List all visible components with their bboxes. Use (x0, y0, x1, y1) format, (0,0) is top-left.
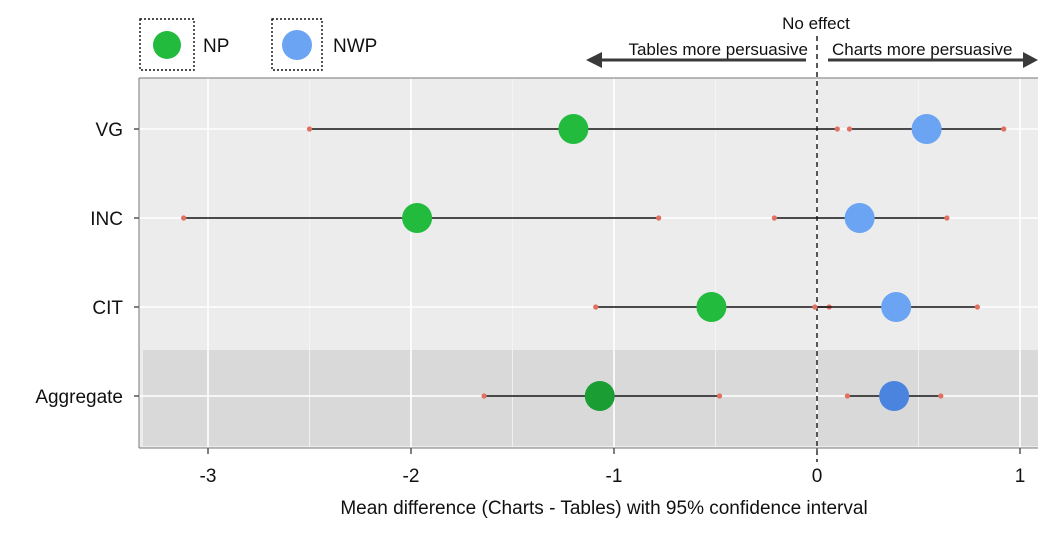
ci-low-point-np-cit (593, 304, 599, 310)
no-effect-label: No effect (782, 14, 850, 33)
y-axis: VG INC CIT Aggregate (35, 77, 1038, 448)
ci-low-point-np-aggregate (481, 393, 487, 399)
ci-high-point-nwp-vg (1001, 126, 1007, 132)
legend-label-nwp: NWP (333, 36, 377, 57)
ci-high-point-np-aggregate (716, 393, 723, 399)
x-tick-label: 0 (812, 466, 823, 487)
tables-more-persuasive-label: Tables more persuasive (628, 40, 808, 59)
mean-point-nwp-cit (881, 292, 912, 322)
mean-point-np-vg (558, 114, 589, 144)
mean-point-nwp-vg (911, 114, 942, 144)
ci-low-point-nwp-inc (771, 215, 777, 221)
mean-point-np-inc (402, 203, 433, 233)
data-marks (181, 114, 1007, 411)
charts-more-persuasive-label: Charts more persuasive (832, 40, 1012, 59)
x-tick-label: -3 (200, 466, 217, 487)
ci-low-point-np-vg (306, 126, 313, 132)
y-tick-label: INC (90, 209, 123, 230)
ci-high-point-nwp-aggregate (938, 393, 944, 399)
ci-high-point-nwp-cit (974, 304, 980, 310)
ci-low-point-nwp-vg (846, 126, 853, 132)
y-tick-label: VG (96, 120, 123, 141)
legend-label-np: NP (203, 36, 229, 57)
ci-high-point-nwp-inc (944, 215, 950, 221)
mean-point-np-cit (696, 292, 727, 322)
y-tick-label: Aggregate (35, 387, 123, 408)
x-tick-label: -1 (606, 466, 623, 487)
mean-point-np-aggregate (584, 381, 615, 411)
x-axis: -3 -2 -1 0 1 (139, 447, 1038, 487)
legend: NP NWP (139, 18, 377, 71)
ci-high-point-np-inc (656, 215, 662, 221)
mean-point-nwp-inc (844, 203, 875, 233)
x-axis-title: Mean difference (Charts - Tables) with 9… (340, 498, 867, 519)
ci-low-point-nwp-aggregate (844, 393, 851, 399)
ci-low-point-nwp-cit (812, 304, 818, 310)
x-tick-label: -2 (403, 466, 420, 487)
right-arrow-head (1023, 52, 1038, 68)
left-arrow-head (586, 52, 602, 68)
x-tick-label: 1 (1015, 466, 1026, 487)
ci-high-point-np-vg (834, 126, 840, 132)
y-tick-label: CIT (92, 298, 123, 319)
direction-annotations: No effect Tables more persuasive Charts … (586, 14, 1038, 68)
ci-low-point-np-inc (181, 215, 187, 221)
legend-swatch-np (153, 31, 181, 59)
mean-point-nwp-aggregate (879, 381, 910, 411)
legend-swatch-nwp (282, 30, 312, 60)
